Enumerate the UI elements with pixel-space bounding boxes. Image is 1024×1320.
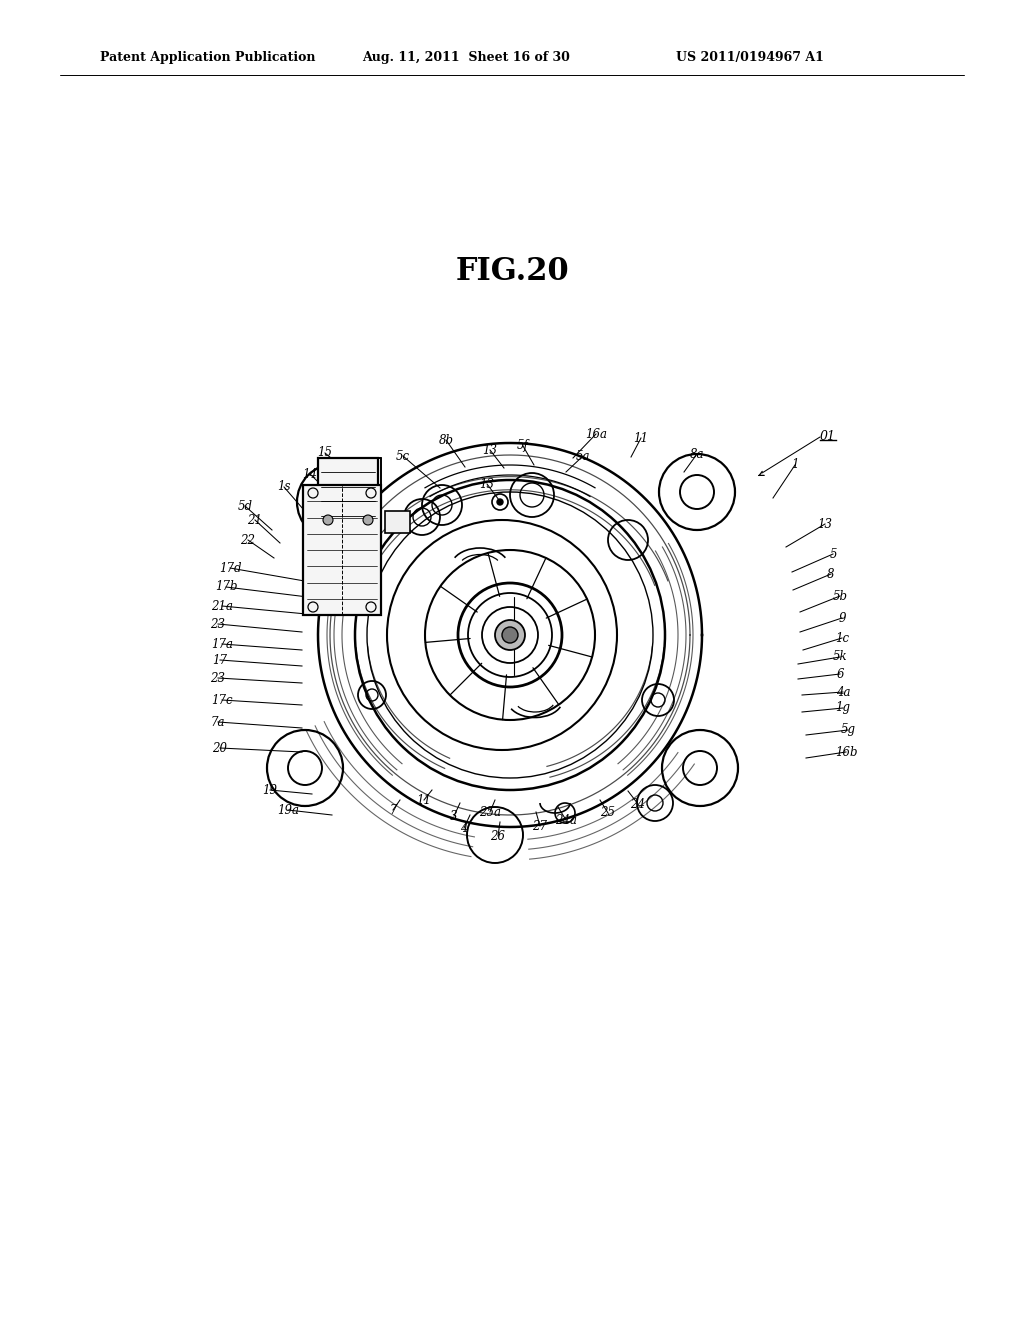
Text: 19: 19 xyxy=(262,784,278,796)
Text: 25a: 25a xyxy=(479,805,501,818)
Text: 4a: 4a xyxy=(836,685,850,698)
Text: 1g: 1g xyxy=(836,701,851,714)
Text: 01: 01 xyxy=(820,429,836,442)
Text: 17a: 17a xyxy=(211,638,233,651)
Text: 1s: 1s xyxy=(278,480,291,494)
Bar xyxy=(385,511,410,533)
Text: 25: 25 xyxy=(600,807,615,820)
Text: 13: 13 xyxy=(817,517,833,531)
Text: 4: 4 xyxy=(460,821,468,834)
Text: 20: 20 xyxy=(213,742,227,755)
Circle shape xyxy=(323,515,333,525)
Text: US 2011/0194967 A1: US 2011/0194967 A1 xyxy=(676,50,824,63)
Text: 5a: 5a xyxy=(575,450,590,462)
Text: 23: 23 xyxy=(211,618,225,631)
Text: Patent Application Publication: Patent Application Publication xyxy=(100,50,315,63)
Text: 5c: 5c xyxy=(396,450,410,462)
Text: 24: 24 xyxy=(631,797,645,810)
Text: 5: 5 xyxy=(829,548,837,561)
Text: 13: 13 xyxy=(482,444,498,457)
Text: 11: 11 xyxy=(634,432,648,445)
Text: FIG.20: FIG.20 xyxy=(456,256,568,288)
Text: 8a: 8a xyxy=(690,447,705,461)
Text: 8b: 8b xyxy=(438,433,454,446)
Text: 1c: 1c xyxy=(835,631,849,644)
Text: 1: 1 xyxy=(792,458,799,471)
Text: 17d: 17d xyxy=(219,561,242,574)
Text: 5g: 5g xyxy=(841,723,855,737)
Text: 21a: 21a xyxy=(211,599,233,612)
Text: 21: 21 xyxy=(248,513,262,527)
Text: 19a: 19a xyxy=(278,804,299,817)
Text: 3: 3 xyxy=(451,809,458,822)
Text: 26: 26 xyxy=(490,829,506,842)
Text: 14: 14 xyxy=(302,467,317,480)
Bar xyxy=(318,458,378,531)
Text: 9: 9 xyxy=(839,611,846,624)
Text: 5k: 5k xyxy=(833,651,847,664)
Circle shape xyxy=(362,515,373,525)
Text: 17b: 17b xyxy=(215,581,238,594)
Circle shape xyxy=(502,627,518,643)
Text: 5b: 5b xyxy=(833,590,848,602)
Text: 8: 8 xyxy=(827,568,835,581)
Text: 7a: 7a xyxy=(211,715,225,729)
Text: 5d: 5d xyxy=(238,499,253,512)
Text: 6: 6 xyxy=(837,668,844,681)
Text: 17: 17 xyxy=(213,653,227,667)
Text: 24a: 24a xyxy=(555,813,577,826)
Bar xyxy=(303,484,381,615)
Text: 17c: 17c xyxy=(211,693,232,706)
Text: 13: 13 xyxy=(479,478,495,491)
Circle shape xyxy=(497,499,503,506)
Text: Aug. 11, 2011  Sheet 16 of 30: Aug. 11, 2011 Sheet 16 of 30 xyxy=(362,50,570,63)
Text: 16a: 16a xyxy=(585,428,607,441)
Text: 7: 7 xyxy=(389,804,396,817)
Text: 23: 23 xyxy=(211,672,225,685)
Circle shape xyxy=(495,620,525,649)
Text: 5f: 5f xyxy=(517,440,529,453)
Text: 27: 27 xyxy=(532,820,548,833)
Text: 11: 11 xyxy=(417,793,431,807)
Text: 15: 15 xyxy=(317,446,333,459)
Text: 16b: 16b xyxy=(835,746,857,759)
Text: 22: 22 xyxy=(241,533,256,546)
